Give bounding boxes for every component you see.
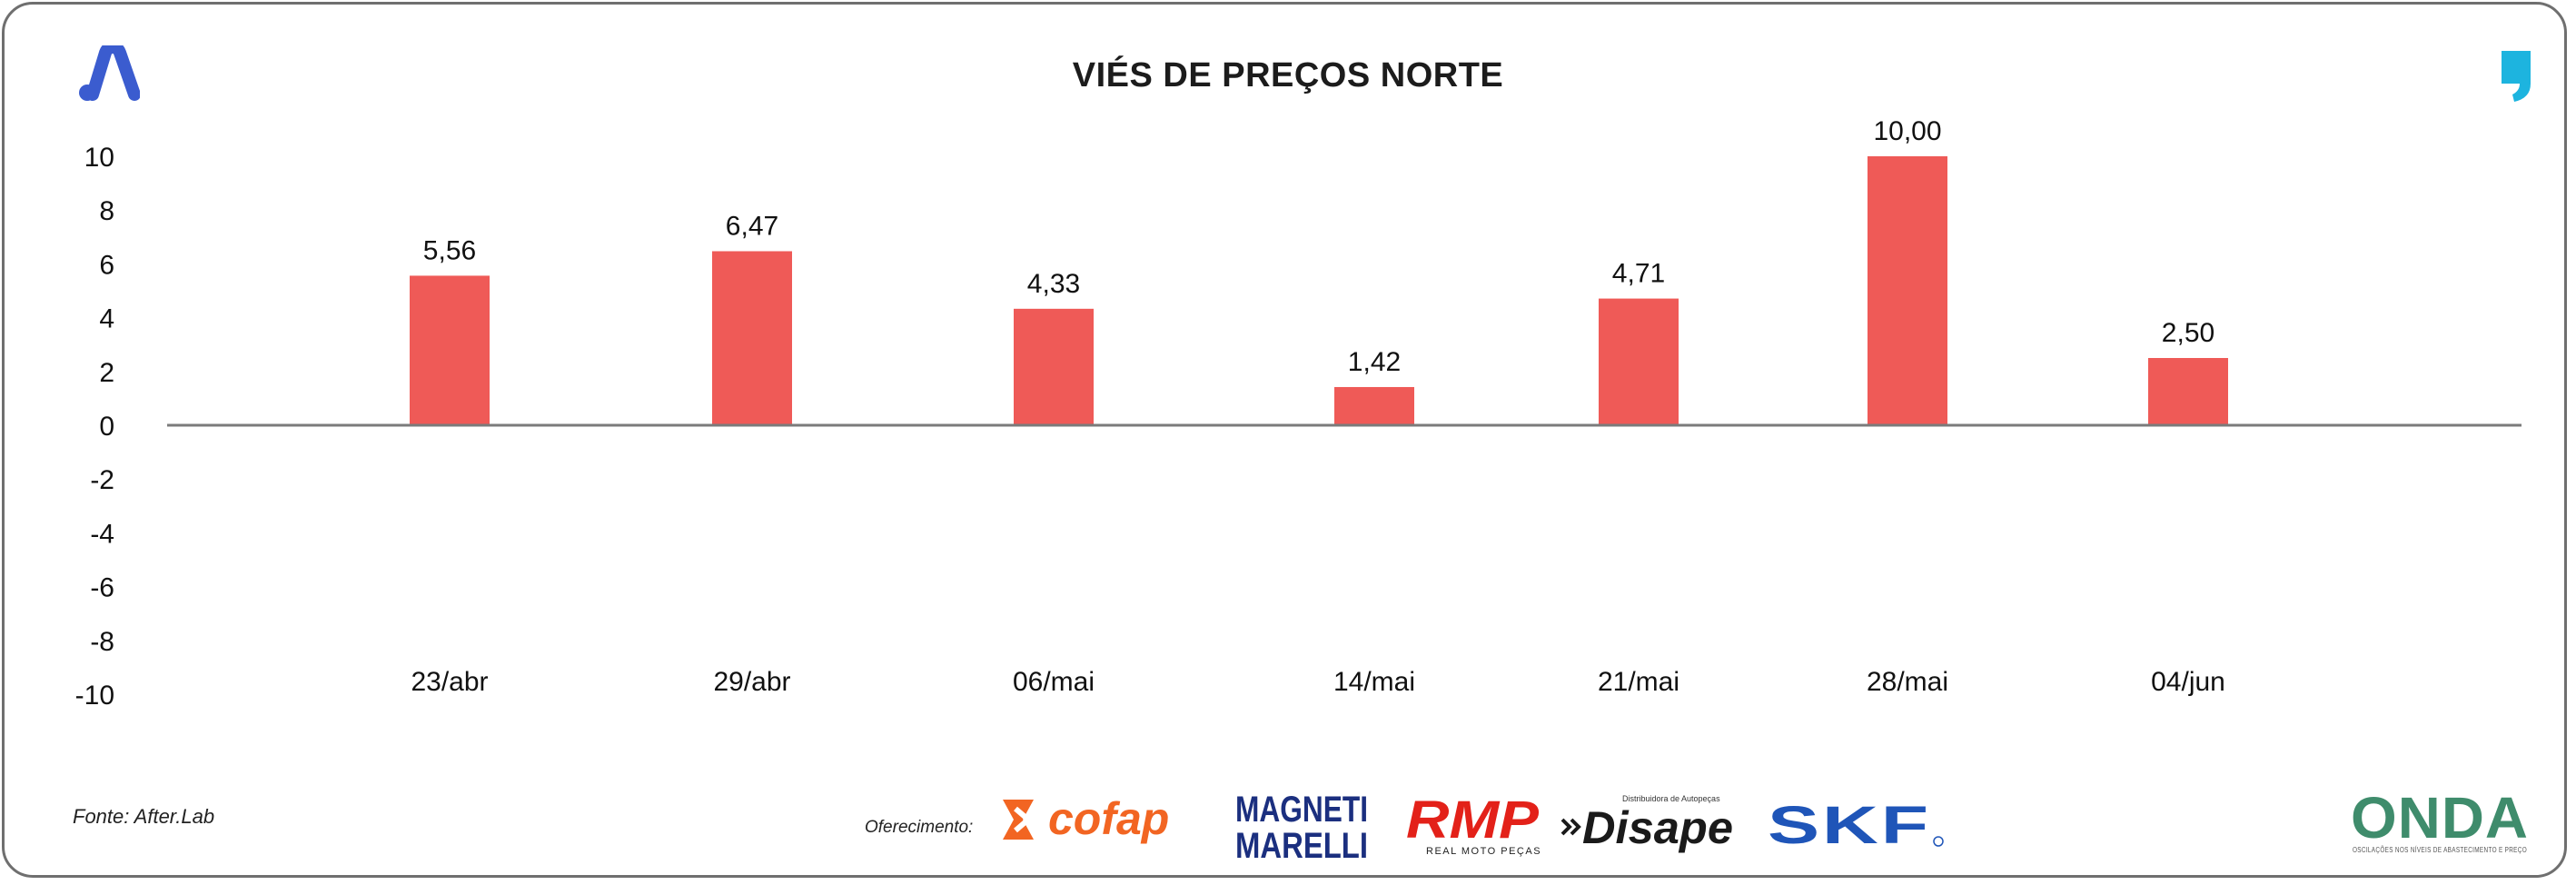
rmp-logo-text: RMP bbox=[1406, 792, 1539, 850]
chart-title: VIÉS DE PREÇOS NORTE bbox=[1072, 56, 1504, 94]
sponsor-label: Oferecimento: bbox=[865, 818, 974, 837]
y-tick-label: 4 bbox=[99, 304, 114, 334]
data-label: 2,50 bbox=[2162, 318, 2214, 348]
cofap-logo-text: cofap bbox=[1048, 793, 1169, 844]
onda-logo: ONDA OSCILAÇÕES NOS NÍVEIS DE ABASTECIME… bbox=[2351, 785, 2529, 854]
bar-29/abr bbox=[712, 251, 792, 425]
magneti-logo-line2: MARELLI bbox=[1235, 826, 1368, 861]
bar-28/mai bbox=[1868, 156, 1947, 425]
data-label: 5,56 bbox=[423, 235, 476, 265]
y-tick-label: -6 bbox=[90, 573, 114, 603]
onda-logo-subtitle: OSCILAÇÕES NOS NÍVEIS DE ABASTECIMENTO E… bbox=[2353, 846, 2527, 854]
skf-logo-text: SKF bbox=[1768, 798, 1931, 852]
magneti-marelli-logo: MAGNETI MARELLI bbox=[1235, 790, 1368, 861]
bar-04/jun bbox=[2148, 358, 2228, 425]
disape-logo-text: Disape bbox=[1582, 802, 1733, 853]
x-tick-label: 23/abr bbox=[411, 667, 488, 697]
y-tick-label: -8 bbox=[90, 627, 114, 657]
disape-logo: Distribuidora de Autopeças Disape bbox=[1560, 794, 1733, 853]
disape-logo-subtitle: Distribuidora de Autopeças bbox=[1622, 794, 1720, 803]
x-tick-label: 29/abr bbox=[713, 667, 790, 697]
x-tick-label: 28/mai bbox=[1867, 667, 1948, 697]
data-label: 4,71 bbox=[1612, 259, 1665, 289]
y-tick-label: 6 bbox=[99, 250, 114, 280]
bar-06/mai bbox=[1014, 308, 1094, 425]
bar-14/mai bbox=[1334, 386, 1414, 425]
rmp-logo: RMP REAL MOTO PEÇAS bbox=[1406, 792, 1541, 857]
x-tick-label: 04/jun bbox=[2151, 667, 2225, 697]
y-tick-label: -10 bbox=[75, 681, 114, 711]
cofap-logo: cofap bbox=[1003, 793, 1169, 844]
onda-logo-text: ONDA bbox=[2351, 785, 2529, 850]
data-label: 6,47 bbox=[726, 211, 778, 241]
y-tick-label: 0 bbox=[99, 412, 114, 442]
x-tick-label: 21/mai bbox=[1598, 667, 1679, 697]
data-label: 1,42 bbox=[1348, 347, 1401, 377]
rmp-logo-subtitle: REAL MOTO PEÇAS bbox=[1426, 846, 1541, 857]
y-tick-label: 2 bbox=[99, 358, 114, 388]
bar-23/abr bbox=[410, 275, 490, 425]
x-tick-label: 14/mai bbox=[1333, 667, 1415, 697]
magneti-logo-line1: MAGNETI bbox=[1235, 790, 1368, 830]
y-tick-label: 10 bbox=[84, 143, 114, 173]
y-tick-label: -2 bbox=[90, 465, 114, 495]
skf-logo: SKF bbox=[1768, 798, 1944, 852]
y-tick-label: -4 bbox=[90, 519, 114, 549]
data-label: 4,33 bbox=[1027, 269, 1080, 299]
bar-21/mai bbox=[1599, 298, 1679, 425]
comma-logo-icon bbox=[2502, 51, 2531, 102]
a-logo-icon bbox=[79, 45, 140, 101]
data-label: 10,00 bbox=[1873, 116, 1941, 146]
y-tick-label: 8 bbox=[99, 196, 114, 226]
source-note: Fonte: After.Lab bbox=[73, 805, 215, 828]
x-tick-label: 06/mai bbox=[1013, 667, 1095, 697]
